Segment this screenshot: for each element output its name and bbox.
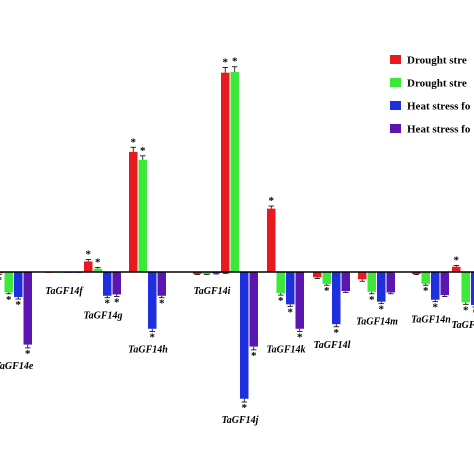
category-label-tagf14i: TaGF14i: [194, 286, 231, 297]
significance-star-tagf14n-series-3: *: [433, 302, 439, 314]
significance-star-tagf14e-series-1: *: [0, 275, 3, 287]
category-label-tagf14f: TaGF14f: [45, 286, 84, 297]
significance-star-tagf14j-series-1: *: [223, 56, 229, 68]
category-labels-layer: TaGF14e TaGF14f TaGF14g TaGF14h TaGF14i TaGF1…: [0, 286, 474, 426]
bar-tagf14k-series-1: [267, 208, 276, 272]
category-label-tagf14k: TaGF14k: [266, 344, 305, 355]
bar-tagf14o-series-3: [471, 272, 474, 305]
significance-star-tagf14e-series-2: *: [6, 294, 12, 306]
significance-star-tagf14e-series-4: *: [25, 348, 31, 360]
bar-tagf14i-series-1: [193, 272, 202, 274]
bar-tagf14o-series-2: [461, 272, 470, 303]
category-label-tagf14j: TaGF14j: [222, 415, 259, 426]
significance-star-tagf14g-series-4: *: [114, 296, 120, 308]
bar-tagf14m-series-2: [367, 272, 376, 292]
category-label-tagf14n: TaGF14n: [411, 315, 451, 326]
legend-swatch-3: [390, 101, 401, 110]
category-label-tagf14g: TaGF14g: [83, 311, 122, 322]
bar-tagf14n-series-1: [412, 272, 421, 274]
bar-tagf14m-series-1: [358, 272, 367, 280]
bar-tagf14j-series-1: [221, 72, 230, 273]
bar-tagf14o-series-1: [452, 266, 461, 272]
error-bars-layer: [0, 66, 474, 403]
legend-swatch-4: [390, 124, 401, 133]
legend-swatch-2: [390, 78, 401, 87]
legend-label-1: Drought stre: [407, 55, 467, 67]
significance-star-tagf14k-series-1: *: [269, 195, 275, 207]
bar-tagf14j-series-2: [230, 72, 239, 273]
significance-star-tagf14l-series-3: *: [334, 327, 340, 339]
category-label-tagf14m: TaGF14m: [356, 317, 398, 328]
bar-tagf14m-series-4: [386, 272, 395, 293]
significance-star-tagf14j-series-2: *: [232, 56, 238, 68]
significance-star-tagf14k-series-2: *: [278, 295, 284, 307]
significance-star-tagf14h-series-1: *: [131, 136, 137, 148]
significance-star-tagf14m-series-2: *: [369, 294, 375, 306]
bar-tagf14j-series-3: [240, 272, 249, 399]
significance-star-tagf14j-series-3: *: [242, 402, 248, 414]
significance-star-tagf14j-series-4: *: [251, 350, 257, 362]
legend-swatch-1: [390, 55, 401, 64]
significance-star-tagf14m-series-3: *: [379, 304, 385, 316]
bar-tagf14g-series-2: [93, 268, 102, 272]
significance-star-tagf14h-series-2: *: [140, 145, 146, 157]
significance-star-tagf14g-series-3: *: [105, 298, 111, 310]
significance-star-tagf14h-series-3: *: [150, 331, 156, 343]
bars-layer: [0, 72, 474, 399]
significance-markers-layer: ******************************: [0, 56, 474, 414]
bar-tagf14i-series-2: [202, 272, 211, 274]
bar-tagf14g-series-1: [84, 261, 93, 272]
bar-tagf14h-series-4: [157, 272, 166, 296]
category-label-tagf14h: TaGF14h: [128, 344, 168, 355]
bar-tagf14h-series-3: [148, 272, 157, 329]
significance-star-tagf14g-series-2: *: [95, 256, 101, 268]
significance-star-tagf14n-series-2: *: [423, 285, 429, 297]
significance-star-tagf14g-series-1: *: [86, 248, 92, 260]
bar-tagf14l-series-2: [322, 272, 331, 284]
bar-tagf14l-series-4: [341, 272, 350, 292]
category-label-tagf14l: TaGF14l: [314, 340, 351, 351]
bar-tagf14e-series-2: [4, 272, 13, 293]
bar-tagf14n-series-4: [440, 272, 449, 296]
bar-tagf14j-series-4: [249, 272, 258, 347]
bar-tagf14m-series-3: [377, 272, 386, 302]
bar-tagf14l-series-1: [313, 272, 322, 278]
bar-tagf14g-series-3: [103, 272, 112, 296]
bar-tagf14k-series-4: [295, 272, 304, 329]
bar-tagf14e-series-3: [14, 272, 23, 298]
category-label-tagf14o: TaGF14o: [451, 320, 474, 331]
bar-tagf14g-series-4: [112, 272, 121, 295]
significance-star-tagf14k-series-4: *: [297, 331, 303, 343]
significance-star-tagf14e-series-3: *: [16, 299, 22, 311]
bar-tagf14n-series-3: [431, 272, 440, 300]
significance-star-tagf14o-series-1: *: [454, 254, 460, 266]
bar-tagf14e-series-4: [23, 272, 32, 345]
significance-star-tagf14h-series-4: *: [159, 298, 165, 310]
significance-star-tagf14l-series-2: *: [324, 285, 330, 297]
legend-label-2: Drought stre: [407, 78, 467, 90]
bar-tagf14h-series-1: [129, 151, 138, 272]
bar-tagf14l-series-3: [332, 272, 341, 325]
legend-label-4: Heat stress fo: [407, 124, 471, 136]
bar-tagf14k-series-2: [276, 272, 285, 294]
legend-label-3: Heat stress fo: [407, 101, 471, 113]
significance-star-tagf14o-series-2: *: [463, 304, 469, 316]
bar-tagf14k-series-3: [286, 272, 295, 305]
legend: Drought stre Drought stre Heat stress fo He…: [390, 55, 471, 136]
bar-tagf14h-series-2: [138, 159, 147, 272]
category-label-tagf14e: TaGF14e: [0, 361, 34, 372]
bar-tagf14n-series-2: [421, 272, 430, 284]
significance-star-tagf14o-series-3: *: [473, 307, 474, 319]
significance-star-tagf14k-series-3: *: [288, 306, 294, 318]
